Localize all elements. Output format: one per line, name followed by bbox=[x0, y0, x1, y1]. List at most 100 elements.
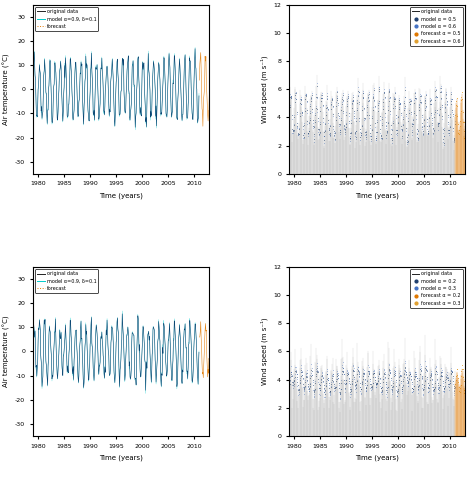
Point bbox=[352, 129, 359, 137]
Point bbox=[359, 370, 367, 377]
Point bbox=[387, 375, 394, 382]
Point bbox=[313, 362, 321, 370]
Point bbox=[437, 369, 444, 376]
Point bbox=[316, 386, 324, 394]
Point bbox=[322, 111, 329, 118]
Point bbox=[347, 387, 355, 394]
Point bbox=[425, 114, 433, 122]
Point bbox=[346, 380, 353, 388]
Point bbox=[425, 387, 432, 395]
Point bbox=[339, 97, 347, 104]
Point bbox=[358, 129, 365, 137]
Point bbox=[290, 376, 298, 383]
Point bbox=[380, 366, 388, 374]
Point bbox=[314, 366, 321, 374]
Point bbox=[415, 382, 423, 390]
Point bbox=[405, 378, 412, 386]
Point bbox=[303, 370, 310, 377]
Point bbox=[341, 125, 349, 133]
Point bbox=[442, 103, 449, 111]
Point bbox=[384, 106, 392, 114]
Point bbox=[304, 117, 311, 125]
Point bbox=[299, 122, 306, 130]
Point bbox=[392, 376, 399, 384]
Point bbox=[429, 383, 436, 391]
Point bbox=[351, 378, 359, 386]
Point bbox=[373, 379, 381, 387]
Point bbox=[337, 379, 345, 387]
Point bbox=[436, 383, 443, 391]
Point bbox=[407, 376, 415, 384]
Point bbox=[290, 126, 298, 134]
Point bbox=[329, 111, 337, 118]
Point bbox=[415, 126, 422, 134]
Point bbox=[397, 101, 404, 108]
Point bbox=[401, 93, 409, 101]
Point bbox=[432, 363, 440, 371]
Point bbox=[295, 391, 302, 399]
Point bbox=[414, 377, 421, 385]
Point bbox=[354, 83, 361, 91]
Point bbox=[443, 371, 450, 379]
Point bbox=[422, 362, 430, 370]
Point bbox=[442, 378, 449, 386]
Point bbox=[441, 383, 449, 390]
Point bbox=[368, 383, 376, 390]
Point bbox=[419, 384, 426, 392]
Point bbox=[372, 134, 380, 142]
Point bbox=[427, 100, 435, 108]
Point bbox=[335, 109, 342, 116]
Point bbox=[413, 372, 420, 380]
Point bbox=[434, 120, 442, 128]
Point bbox=[412, 94, 419, 102]
Point bbox=[343, 376, 350, 384]
Point bbox=[379, 115, 386, 123]
Point bbox=[372, 128, 379, 136]
Point bbox=[381, 374, 389, 381]
Point bbox=[412, 95, 420, 103]
Point bbox=[310, 138, 318, 146]
Point bbox=[420, 385, 427, 392]
Point bbox=[306, 118, 313, 125]
Point bbox=[410, 99, 418, 107]
Point bbox=[296, 99, 304, 107]
Point bbox=[345, 109, 352, 117]
Point bbox=[315, 130, 323, 137]
Point bbox=[329, 375, 336, 382]
Point bbox=[442, 373, 450, 380]
Point bbox=[305, 384, 313, 392]
Point bbox=[318, 372, 325, 380]
Point bbox=[302, 91, 309, 99]
Point bbox=[292, 90, 299, 97]
Point bbox=[344, 368, 352, 376]
Point bbox=[348, 379, 355, 387]
Point bbox=[323, 92, 330, 100]
Point bbox=[440, 384, 447, 392]
Point bbox=[431, 384, 438, 391]
Point bbox=[388, 136, 395, 144]
Point bbox=[324, 376, 332, 384]
Point bbox=[370, 367, 378, 375]
Point bbox=[353, 377, 360, 385]
Point bbox=[458, 365, 466, 372]
Point bbox=[427, 96, 434, 104]
Point bbox=[396, 100, 404, 107]
Point bbox=[407, 372, 415, 379]
Point bbox=[406, 370, 414, 378]
Point bbox=[349, 362, 357, 370]
Point bbox=[333, 92, 341, 100]
Point bbox=[387, 130, 395, 138]
Point bbox=[340, 109, 347, 117]
Point bbox=[425, 388, 432, 396]
Point bbox=[435, 119, 442, 126]
Point bbox=[326, 388, 334, 396]
Point bbox=[325, 384, 333, 392]
Point bbox=[290, 384, 297, 392]
Point bbox=[427, 370, 435, 378]
Point bbox=[384, 386, 391, 394]
Point bbox=[434, 121, 442, 129]
Point bbox=[450, 387, 457, 394]
Point bbox=[314, 368, 321, 376]
Point bbox=[415, 386, 422, 393]
Point bbox=[434, 122, 441, 130]
